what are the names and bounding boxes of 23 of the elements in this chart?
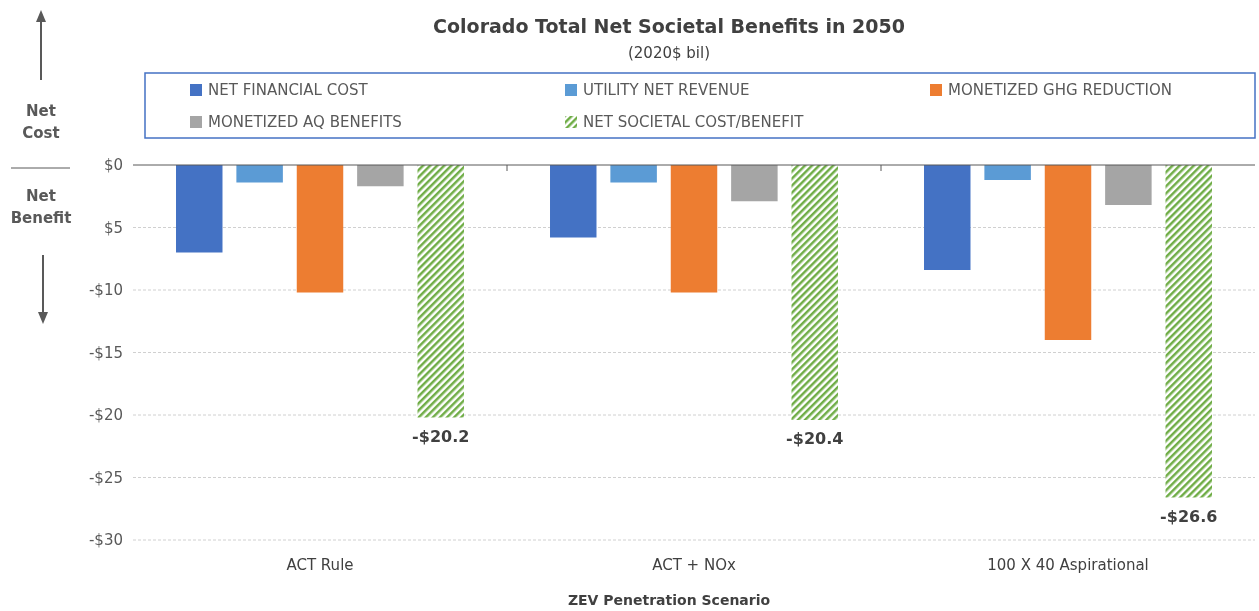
legend-label: MONETIZED GHG REDUCTION (948, 81, 1172, 99)
y-tick-label: -$25 (88, 468, 123, 487)
text: Net Cost (22, 102, 60, 142)
data-label: -$20.2 (412, 426, 470, 446)
legend-label: NET FINANCIAL COST (208, 81, 369, 99)
x-tick-label: ACT Rule (286, 556, 354, 574)
legend-label: UTILITY NET REVENUE (583, 81, 750, 99)
chart-title: Colorado Total Net Societal Benefits in 2050 (433, 15, 905, 37)
y-tick-label: $0 (103, 156, 123, 174)
y-tick-label: $5 (103, 218, 123, 237)
x-tick-label: ACT + NOx (652, 556, 736, 574)
chart-subtitle: (2020$ bil) (627, 44, 711, 62)
y-tick-label: -$10 (88, 281, 123, 299)
y-tick-label: -$20 (88, 406, 123, 424)
legend-label: MONETIZED AQ BENEFITS (208, 113, 402, 131)
text: Net Benefit (10, 187, 72, 227)
x-tick-label: 100 X 40 Aspirational (987, 556, 1149, 574)
data-label: -$20.4 (786, 429, 844, 448)
data-label: -$26.6 (1160, 506, 1218, 526)
legend-label: NET SOCIETAL COST/BENEFIT (583, 113, 805, 131)
x-axis-title: ZEV Penetration Scenario (567, 592, 771, 608)
y-tick-label: -$15 (88, 343, 123, 362)
y-tick-label: -$30 (88, 531, 123, 549)
